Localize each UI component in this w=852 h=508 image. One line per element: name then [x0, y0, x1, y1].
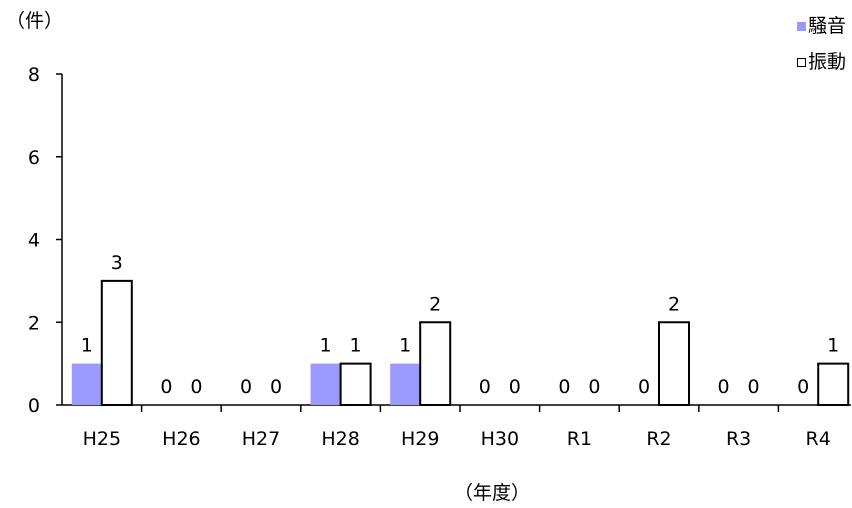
- y-tick-label: 4: [28, 230, 40, 252]
- x-tick-label: R1: [567, 428, 592, 450]
- data-label-noise: 1: [399, 335, 411, 357]
- data-label-noise: 0: [558, 376, 570, 398]
- bar-noise: [390, 363, 421, 405]
- data-label-noise: 0: [240, 376, 252, 398]
- y-tick-label: 8: [28, 64, 40, 86]
- legend-item-vibration: 振動: [796, 44, 846, 80]
- data-label-noise: 1: [320, 335, 332, 357]
- legend-swatch-noise: [796, 21, 806, 31]
- data-label-vibration: 0: [270, 376, 282, 398]
- data-label-noise: 0: [638, 376, 650, 398]
- legend-item-noise: 騒音: [796, 8, 846, 44]
- legend-swatch-vibration: [796, 57, 806, 67]
- x-tick-label: H27: [242, 428, 280, 450]
- legend-label-noise: 騒音: [807, 15, 846, 37]
- data-label-noise: 0: [160, 376, 172, 398]
- legend: 騒音 振動: [796, 8, 846, 80]
- x-tick-label: H25: [83, 428, 121, 450]
- data-label-noise: 0: [479, 376, 491, 398]
- bar-noise: [71, 363, 102, 405]
- x-tick-label: R4: [806, 428, 831, 450]
- data-label-vibration: 2: [429, 293, 441, 315]
- x-axis-unit-label: （年度）: [454, 482, 531, 504]
- y-tick-label: 6: [28, 147, 40, 169]
- bar-vibration: [817, 362, 850, 406]
- data-label-noise: 1: [81, 335, 93, 357]
- data-label-vibration: 0: [748, 376, 760, 398]
- y-axis-unit-label: （件）: [6, 10, 64, 32]
- y-tick-label: 2: [28, 312, 40, 334]
- x-tick-label: H28: [321, 428, 359, 450]
- data-label-vibration: 3: [111, 252, 123, 274]
- legend-label-vibration: 振動: [807, 51, 846, 73]
- x-tick-label: H30: [481, 428, 519, 450]
- bar-vibration: [419, 321, 452, 406]
- x-tick-label: H26: [162, 428, 200, 450]
- y-tick-label: 0: [28, 395, 40, 417]
- data-label-noise: 0: [797, 376, 809, 398]
- data-label-vibration: 2: [668, 293, 680, 315]
- bar-noise: [310, 363, 341, 405]
- data-label-vibration: 0: [509, 376, 521, 398]
- data-label-vibration: 0: [588, 376, 600, 398]
- data-label-vibration: 1: [827, 335, 839, 357]
- bar-vibration: [100, 279, 133, 406]
- data-label-noise: 0: [718, 376, 730, 398]
- x-tick-label: R3: [726, 428, 751, 450]
- bar-vibration: [658, 321, 690, 406]
- bar-vibration: [339, 362, 372, 406]
- data-label-vibration: 1: [350, 335, 362, 357]
- x-tick-label: R2: [646, 428, 671, 450]
- data-label-vibration: 0: [190, 376, 202, 398]
- x-tick-label: H29: [401, 428, 439, 450]
